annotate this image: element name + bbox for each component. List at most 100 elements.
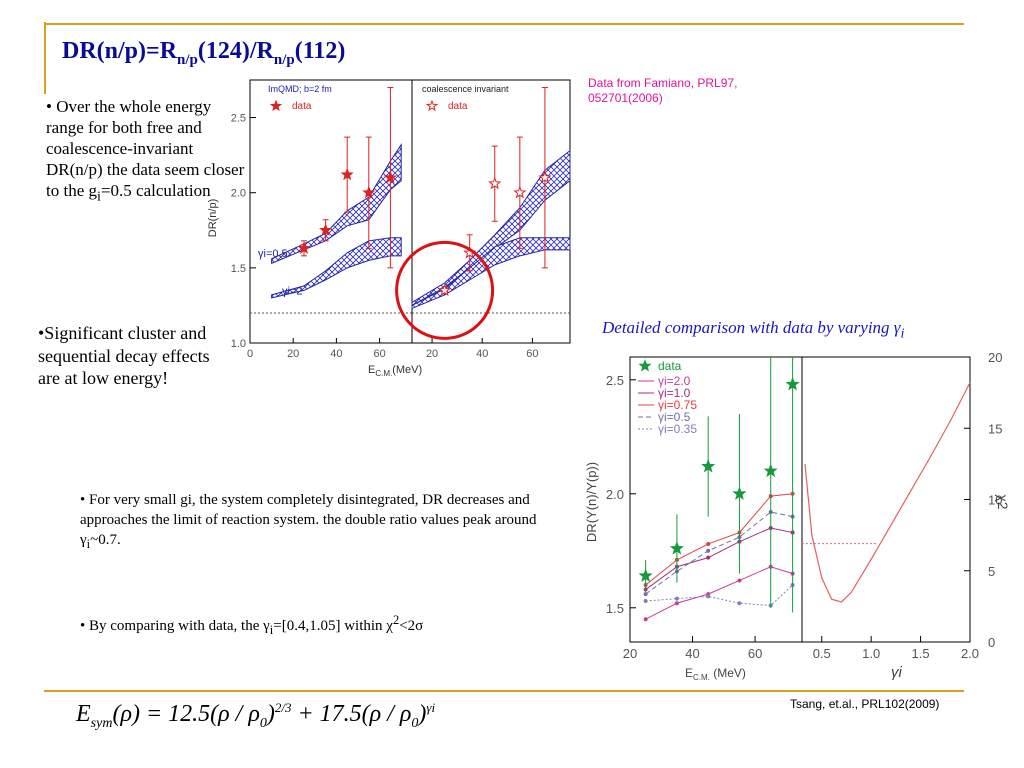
dr-panel-frame xyxy=(629,356,803,643)
legend-data-label: data xyxy=(448,101,468,112)
legend-data-star xyxy=(269,99,283,112)
series-line xyxy=(645,527,793,590)
slide-title: DR(n/p)=Rn/p(124)/Rn/p(112) xyxy=(62,38,346,68)
x-tick-label: 60 xyxy=(526,348,538,360)
dr-yield-panel: 1.5 2.0 2.5 20 40 60 DR(Y(n)/Y(p)) EC.M. (MeV) d… xyxy=(584,356,803,682)
series-marker xyxy=(737,578,742,583)
data-point xyxy=(488,176,502,190)
bullet-energy-range: • Over the whole energy range for both f… xyxy=(46,97,245,205)
x-tick-label: 40 xyxy=(330,348,342,360)
data-point xyxy=(340,167,354,181)
series-marker xyxy=(706,548,711,553)
legend-data-label: data xyxy=(658,359,682,373)
series-marker xyxy=(706,555,711,560)
y-tick-label: 15 xyxy=(988,421,1002,436)
y-tick-label: 1.0 xyxy=(231,338,246,350)
y-tick-label: 10 xyxy=(988,493,1002,508)
band-gamma-0.5 xyxy=(271,142,402,265)
left-panel: 1.0 1.5 2.0 2.5 0 20 40 60 DR(n/p) EC.M.(MeV) γi=0… xyxy=(207,79,422,378)
gamma-axis-label: γi xyxy=(891,664,903,681)
data-point xyxy=(513,185,527,199)
x-tick-label: 20 xyxy=(623,646,637,661)
bullet-cluster-effects: •Significant cluster and sequential deca… xyxy=(38,323,210,388)
tsang-citation: Tsang, et.al., PRL102(2009) xyxy=(790,697,940,711)
left-panel-frame xyxy=(249,79,413,344)
x-tick-label: 20 xyxy=(426,348,438,360)
series-line xyxy=(645,566,793,620)
y-tick-label: 5 xyxy=(988,564,995,579)
data-point xyxy=(785,377,800,391)
middle-panel: 20 40 60 coalescence invariant data xyxy=(395,79,571,360)
series-marker xyxy=(643,617,648,622)
x-axis-label: EC.M.(MeV) xyxy=(368,364,422,378)
x-tick-label: 0.5 xyxy=(813,646,831,661)
title-accent-rule xyxy=(44,22,46,94)
x-tick-label: 40 xyxy=(476,348,488,360)
band-label-gamma-0.5: γi=0.5 xyxy=(258,248,288,260)
data-point xyxy=(669,541,684,555)
x-axis-label: EC.M. (MeV) xyxy=(685,666,746,682)
y-tick-label: 20 xyxy=(988,350,1002,365)
data-point xyxy=(732,486,747,500)
series-marker xyxy=(706,541,711,546)
legend-series-label: γi=2.0 xyxy=(658,374,691,388)
x-tick-label: 60 xyxy=(748,646,762,661)
legend-data-label: data xyxy=(292,101,312,112)
series-marker xyxy=(737,601,742,606)
data-point xyxy=(438,283,452,296)
highlight-circle xyxy=(395,240,495,340)
legend-series-label: γi=0.5 xyxy=(658,410,691,424)
esym-formula: Esym(ρ) = 12.5(ρ / ρ0)2/3 + 17.5(ρ / ρ0)… xyxy=(76,700,436,731)
chi2-panel: 0.5 1.0 1.5 2.0 0 5 10 15 20 χ2 γi xyxy=(801,350,1011,681)
band-label-gamma-2: γi=2 xyxy=(282,285,303,297)
band-gamma-2 xyxy=(271,237,402,299)
gamma-comparison-chart: 1.5 2.0 2.5 20 40 60 DR(Y(n)/Y(p)) EC.M. (MeV) d… xyxy=(584,350,1011,682)
band-gamma-2 xyxy=(411,237,571,310)
series-marker xyxy=(674,596,679,601)
dr-np-chart: 1.0 1.5 2.0 2.5 0 20 40 60 DR(n/p) EC.M.(MeV) γi=0… xyxy=(207,79,571,378)
series-marker xyxy=(674,601,679,606)
data-point xyxy=(701,458,716,473)
y-tick-label: 2.5 xyxy=(231,113,246,125)
data-point xyxy=(538,170,552,184)
y-tick-label: 0 xyxy=(988,635,995,650)
detailed-comparison-caption: Detailed comparison with data by varying… xyxy=(602,318,905,342)
y-tick-label: 1.5 xyxy=(231,263,246,275)
legend-series-label: γi=0.75 xyxy=(658,398,697,412)
series-line xyxy=(645,511,793,595)
famiano-citation: Data from Famiano, PRL97, 052701(2006) xyxy=(588,76,738,105)
data-point xyxy=(638,568,653,582)
legend-series-label: γi=1.0 xyxy=(658,386,691,400)
x-tick-label: 60 xyxy=(373,348,385,360)
data-point xyxy=(297,241,311,254)
legend-data-star xyxy=(425,99,439,112)
data-point xyxy=(362,185,376,199)
bullet-small-gi: • For very small gi, the system complete… xyxy=(80,492,537,551)
y-axis-label: DR(Y(n)/Y(p)) xyxy=(584,462,599,542)
x-tick-label: 1.5 xyxy=(912,646,930,661)
x-tick-label: 1.0 xyxy=(862,646,880,661)
series-marker xyxy=(643,598,648,603)
legend-coalescence: coalescence invariant xyxy=(422,84,509,94)
y-tick-label: 2.0 xyxy=(606,487,624,502)
y-tick-label: 2.5 xyxy=(606,373,624,388)
middle-panel-frame xyxy=(411,79,571,344)
x-tick-label: 2.0 xyxy=(961,646,979,661)
top-rule xyxy=(44,23,964,25)
chi2-axis-label: χ2 xyxy=(995,494,1011,509)
y-tick-label: 2.0 xyxy=(231,188,246,200)
series-line xyxy=(645,493,793,586)
data-point xyxy=(763,463,778,478)
y-tick-label: 1.5 xyxy=(606,601,624,616)
legend-data-star xyxy=(638,359,652,372)
x-tick-label: 40 xyxy=(685,646,699,661)
bottom-rule xyxy=(44,690,964,692)
chi2-panel-frame xyxy=(801,356,971,643)
legend-series-label: γi=0.35 xyxy=(658,422,697,436)
chi2-curve xyxy=(804,382,971,603)
band-gamma-0.5 xyxy=(411,149,571,307)
bullet-chi2-range: • By comparing with data, the γi=[0.4,1.… xyxy=(80,613,424,637)
x-tick-label: 0 xyxy=(247,348,253,360)
y-axis-label: DR(n/p) xyxy=(207,199,219,238)
series-marker xyxy=(706,594,711,599)
